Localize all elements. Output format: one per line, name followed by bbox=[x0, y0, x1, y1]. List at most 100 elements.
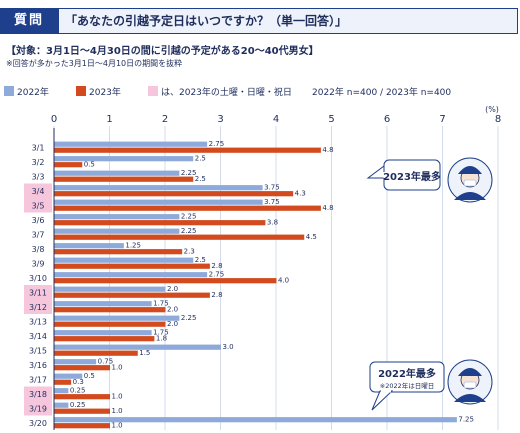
bar-2023 bbox=[54, 220, 266, 226]
bar-2023 bbox=[54, 408, 110, 414]
bar-2023 bbox=[54, 249, 183, 255]
weekend-highlight bbox=[24, 401, 52, 416]
data-label: 2.5 bbox=[195, 155, 206, 163]
bar-2022 bbox=[54, 344, 221, 350]
data-label: 1.0 bbox=[112, 364, 123, 372]
callout-box bbox=[369, 361, 445, 393]
weekend-highlight bbox=[24, 285, 52, 300]
survey-note: ※回答が多かった3月1日～4月10日の期間を抜粋 bbox=[6, 59, 183, 68]
bar-2022 bbox=[54, 402, 69, 408]
bar-2022 bbox=[54, 156, 194, 162]
x-tick-label: 0 bbox=[51, 114, 57, 125]
data-label: 4.5 bbox=[306, 233, 317, 241]
category-label: 3/18 bbox=[29, 390, 47, 399]
data-label: 7.25 bbox=[458, 416, 474, 424]
data-label: 2.75 bbox=[209, 271, 225, 279]
bar-2023 bbox=[54, 176, 194, 182]
category-label: 3/15 bbox=[29, 346, 47, 355]
legend-item-weekend: は、2023年の土曜・日曜・祝日 bbox=[148, 86, 292, 100]
bar-2022 bbox=[54, 141, 208, 147]
survey-subject: 【対象：3月1日～4月30日の間に引越の予定がある20～40代男女】 bbox=[6, 46, 319, 57]
legend-label-weekend: は、2023年の土曜・日曜・祝日 bbox=[161, 88, 292, 98]
category-label: 3/14 bbox=[29, 332, 47, 341]
bar-2023 bbox=[54, 350, 138, 356]
category-label: 3/7 bbox=[32, 230, 45, 239]
bar-2023 bbox=[54, 307, 166, 313]
category-label: 3/16 bbox=[29, 361, 47, 370]
bar-2023 bbox=[54, 191, 294, 197]
bar-2023 bbox=[54, 263, 210, 269]
data-label: 3.8 bbox=[267, 219, 278, 227]
bar-2023 bbox=[54, 292, 210, 298]
legend-item-2023: 2023年 bbox=[76, 86, 121, 100]
x-tick-label: 1 bbox=[106, 114, 112, 125]
bar-2022 bbox=[54, 272, 208, 278]
weekend-highlight bbox=[24, 386, 52, 401]
bar-2023 bbox=[54, 365, 110, 371]
category-label: 3/1 bbox=[32, 143, 45, 152]
data-label: 2.25 bbox=[181, 169, 197, 177]
category-label: 3/9 bbox=[32, 259, 45, 268]
legend-swatch-2023 bbox=[76, 86, 86, 96]
avatar-mask bbox=[463, 179, 477, 187]
data-label: 0.75 bbox=[98, 358, 114, 366]
avatar-cap bbox=[458, 368, 482, 376]
legend-swatch-weekend bbox=[148, 86, 158, 96]
bar-2022 bbox=[54, 373, 83, 379]
data-label: 4.3 bbox=[295, 190, 306, 198]
category-label: 3/5 bbox=[32, 201, 45, 210]
category-label: 3/20 bbox=[29, 419, 47, 428]
data-label: 2.0 bbox=[167, 285, 178, 293]
question-badge: 質問 bbox=[0, 8, 58, 34]
category-label: 3/10 bbox=[29, 274, 47, 283]
bar-2023 bbox=[54, 234, 305, 240]
bar-2022 bbox=[54, 185, 263, 191]
data-label: 2.8 bbox=[211, 291, 222, 299]
x-tick-label: 6 bbox=[384, 114, 390, 125]
category-label: 3/11 bbox=[29, 288, 47, 297]
bar-2022 bbox=[54, 301, 152, 307]
weekend-highlight bbox=[24, 299, 52, 314]
data-label: 0.25 bbox=[70, 401, 86, 409]
bar-2023 bbox=[54, 278, 277, 284]
bar-2022 bbox=[54, 417, 457, 423]
bar-2023 bbox=[54, 162, 83, 168]
chart-legend: 2022年 2023年 は、2023年の土曜・日曜・祝日 2022年 n=400… bbox=[0, 86, 520, 100]
avatar-mask bbox=[463, 381, 477, 389]
data-label: 2.8 bbox=[211, 262, 222, 270]
category-label: 3/8 bbox=[32, 245, 45, 254]
data-label: 1.75 bbox=[153, 300, 169, 308]
bar-2022 bbox=[54, 286, 166, 292]
data-label: 2.25 bbox=[181, 213, 197, 221]
data-label: 0.5 bbox=[84, 372, 95, 380]
callout-pointer bbox=[371, 390, 394, 411]
data-label: 1.8 bbox=[156, 335, 167, 343]
x-tick-label: 4 bbox=[273, 114, 279, 125]
data-label: 1.25 bbox=[125, 242, 141, 250]
category-label: 3/4 bbox=[32, 187, 45, 196]
data-label: 4.8 bbox=[322, 204, 333, 212]
data-label: 1.5 bbox=[139, 349, 150, 357]
bar-2022 bbox=[54, 214, 180, 220]
sample-size: 2022年 n=400 / 2023年 n=400 bbox=[312, 88, 452, 98]
data-label: 3.0 bbox=[223, 343, 234, 351]
legend-label-2023: 2023年 bbox=[89, 88, 121, 98]
category-label: 3/6 bbox=[32, 216, 45, 225]
category-label: 3/19 bbox=[29, 404, 47, 413]
category-label: 3/12 bbox=[29, 303, 47, 312]
bar-2022 bbox=[54, 199, 263, 205]
question-title: 「あなたの引越予定日はいつですか？（単一回答）」 bbox=[58, 8, 518, 34]
question-header: 質問 「あなたの引越予定日はいつですか？（単一回答）」 bbox=[0, 4, 520, 38]
callout-pointer bbox=[366, 165, 385, 179]
x-tick-label: 7 bbox=[439, 114, 445, 125]
avatar-body bbox=[454, 192, 486, 200]
data-label: 2.0 bbox=[167, 306, 178, 314]
data-label: 2.0 bbox=[167, 320, 178, 328]
bar-2022 bbox=[54, 228, 180, 234]
x-tick-label: 2 bbox=[162, 114, 168, 125]
weekend-highlight bbox=[24, 198, 52, 213]
callout-note: ※2022年は日曜日 bbox=[380, 381, 435, 390]
bar-2022 bbox=[54, 388, 69, 394]
bar-2023 bbox=[54, 379, 72, 385]
